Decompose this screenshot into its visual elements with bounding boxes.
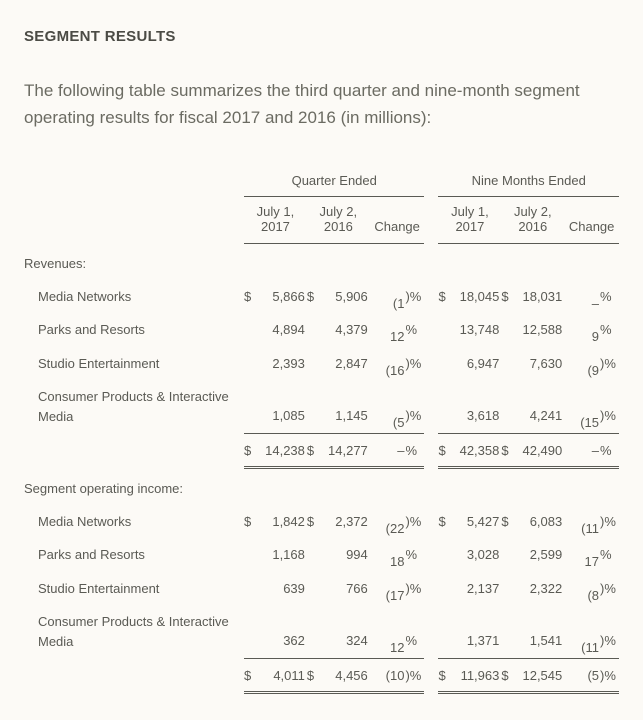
col-header: July 2,2016 [501, 197, 564, 244]
section-label: Segment operating income: [24, 468, 619, 505]
row-label: Parks and Resorts [24, 538, 244, 572]
table-row: Studio Entertainment639766(17)%2,1372,32… [24, 572, 619, 606]
group-header-quarter: Quarter Ended [244, 171, 424, 197]
table-row: Consumer Products & Interactive Media362… [24, 605, 619, 658]
col-header: July 1,2017 [438, 197, 501, 244]
section-header-row: Revenues: [24, 244, 619, 280]
row-label: Consumer Products & Interactive Media [24, 380, 244, 433]
row-label: Consumer Products & Interactive Media [24, 605, 244, 658]
table-row: $14,238$14,277–%$42,358$42,490–% [24, 433, 619, 468]
col-header: July 1,2017 [244, 197, 307, 244]
col-header: July 2,2016 [307, 197, 370, 244]
row-label: Media Networks [24, 505, 244, 539]
section-label: Revenues: [24, 244, 619, 280]
group-header-nine-months: Nine Months Ended [438, 171, 619, 197]
table-row: Media Networks$5,866$5,906(1)%$18,045$18… [24, 280, 619, 314]
page-title: SEGMENT RESULTS [24, 26, 619, 49]
table-row: Parks and Resorts4,8944,37912%13,74812,5… [24, 313, 619, 347]
segment-results-table: Quarter Ended Nine Months Ended July 1,2… [24, 171, 619, 694]
table-row: Studio Entertainment2,3932,847(16)%6,947… [24, 347, 619, 381]
col-header: Change [370, 197, 425, 244]
row-label: Parks and Resorts [24, 313, 244, 347]
table-row: Consumer Products & Interactive Media1,0… [24, 380, 619, 433]
row-label: Media Networks [24, 280, 244, 314]
table-row: Parks and Resorts1,16899418%3,0282,59917… [24, 538, 619, 572]
row-label: Studio Entertainment [24, 347, 244, 381]
row-label [24, 658, 244, 693]
row-label: Studio Entertainment [24, 572, 244, 606]
table-row: $4,011$4,456(10)%$11,963$12,545(5)% [24, 658, 619, 693]
intro-paragraph: The following table summarizes the third… [24, 77, 619, 131]
table-row: Media Networks$1,842$2,372(22)%$5,427$6,… [24, 505, 619, 539]
col-header: Change [564, 197, 619, 244]
row-label [24, 433, 244, 468]
section-header-row: Segment operating income: [24, 468, 619, 505]
